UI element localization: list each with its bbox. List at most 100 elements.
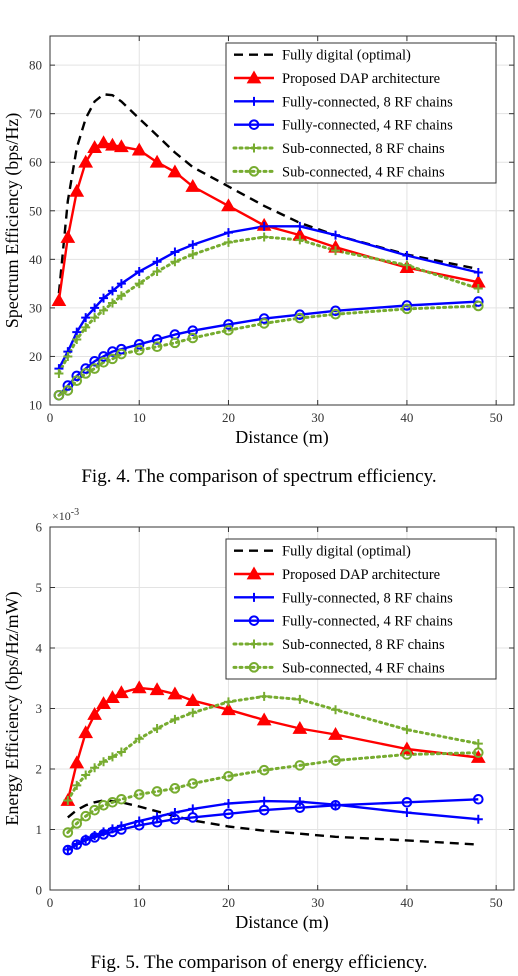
series-4-point: [152, 266, 162, 276]
y-tick-label: 60: [29, 155, 42, 170]
series-1-point: [292, 720, 308, 734]
legend-label-1: Proposed DAP architecture: [282, 71, 440, 87]
y-tick-label: 40: [29, 252, 42, 267]
series-2-point: [295, 221, 305, 231]
x-axis-label: Distance (m): [235, 427, 328, 448]
series-line-5: [57, 304, 480, 397]
legend-marker-1: [246, 566, 262, 580]
series-1-point: [167, 164, 183, 178]
y-exponent-power: -3: [71, 507, 79, 518]
series-5-point: [151, 786, 163, 797]
series-3-point: [294, 309, 306, 320]
series-1-point: [96, 135, 111, 149]
series-5-point: [223, 324, 234, 336]
series-2-point: [188, 804, 198, 814]
legend-marker-3: [248, 615, 260, 626]
series-5-point: [116, 348, 127, 360]
series-3-point: [116, 343, 127, 355]
x-axis-label: Distance (m): [235, 912, 328, 933]
x-tick-label: 50: [490, 410, 503, 425]
x-tick-label: 10: [133, 410, 146, 425]
series-4-point: [402, 725, 412, 735]
y-tick-label: 50: [29, 203, 42, 218]
legend-label-0: Fully digital (optimal): [282, 48, 411, 64]
tick-labels: 0 10 20 30 40 50 10 20 30 40 50 60 70 80: [29, 36, 514, 425]
y-tick-label: 70: [29, 106, 42, 121]
series-4-point: [331, 246, 341, 256]
series-4-point: [223, 697, 233, 707]
series-4-point: [116, 747, 126, 757]
series-4-point: [134, 279, 144, 289]
series-5-point: [62, 827, 74, 838]
series-4-point: [63, 795, 73, 805]
y-tick-label: 3: [36, 701, 43, 716]
series-5-point: [133, 789, 145, 800]
legend-box: [225, 42, 497, 184]
plot-frame: [49, 35, 515, 406]
series-4-point: [90, 763, 100, 773]
spectrum-efficiency-chart: 0 10 20 30 40 50 10 20 30 40 50 60 70 80 Distance (m) S…: [2, 35, 515, 448]
series-4-point: [81, 770, 91, 780]
series-4-point: [331, 705, 341, 715]
y-axis-label: Energy Efficiency (bps/Hz/mW): [2, 591, 23, 825]
series-line-3: [67, 798, 479, 852]
series-3-point: [62, 844, 74, 856]
series-3-point: [330, 800, 341, 811]
legend-label-4: Sub-connected, 8 RF chains: [282, 637, 445, 653]
series-2-point: [107, 286, 117, 296]
series-4-point: [170, 257, 180, 267]
series-5-point: [116, 793, 127, 805]
series-5-point: [53, 389, 65, 401]
series-5-point: [151, 341, 163, 353]
legend-label-0: Fully digital (optimal): [282, 544, 411, 560]
series-5-point: [169, 337, 181, 349]
series-4-point: [188, 249, 198, 259]
tick-labels: 0 10 20 30 40 50 0 1 2 3 4 5 6: [36, 520, 514, 910]
series-1-point: [114, 139, 129, 153]
legend-marker-1: [246, 70, 262, 84]
series-1-point: [167, 686, 183, 700]
series-5-point: [187, 778, 199, 789]
x-tick-label: 20: [222, 895, 235, 910]
series-2-point: [81, 313, 91, 323]
series-3-point: [80, 835, 91, 846]
series-1-point: [221, 198, 236, 212]
series-4-point: [63, 351, 73, 361]
figure-4-caption: Fig. 4. The comparison of spectrum effic…: [81, 466, 437, 487]
series-2-point: [152, 812, 162, 822]
legend-label-5: Sub-connected, 4 RF chains: [282, 164, 445, 180]
x-tick-label: 50: [490, 895, 503, 910]
legend: Fully digital (optimal) Proposed DAP arch…: [225, 538, 497, 680]
x-tick-label: 30: [311, 410, 324, 425]
y-exponent-label: ×10-3: [52, 507, 79, 523]
series-5-point: [98, 800, 109, 811]
series-5-point: [98, 356, 109, 368]
series-3-point: [133, 819, 145, 831]
series-1-point: [78, 725, 94, 739]
series-4-point: [295, 235, 305, 245]
series-5-point: [71, 818, 83, 829]
series-5-point: [187, 332, 199, 344]
legend-label-2: Fully-connected, 8 RF chains: [282, 590, 453, 606]
series-5-point: [107, 796, 118, 808]
marker-group: [51, 135, 486, 401]
legend-label-4: Sub-connected, 8 RF chains: [282, 141, 445, 157]
series-5-point: [62, 385, 74, 396]
y-tick-label: 20: [29, 349, 42, 364]
series-3-point: [223, 808, 234, 820]
series-1-point: [149, 154, 165, 168]
series-1-point: [105, 137, 120, 151]
series-5-point: [89, 363, 100, 374]
series-5-point: [71, 375, 83, 387]
series-4-point: [72, 334, 82, 344]
y-tick-label: 10: [29, 398, 42, 413]
series-3-point: [71, 839, 83, 850]
series-3-point: [401, 796, 413, 808]
series-1-point: [69, 755, 85, 769]
x-tick-label: 0: [47, 410, 54, 425]
series-1-point: [256, 712, 272, 726]
series-2-point: [223, 228, 233, 238]
x-tick-label: 20: [222, 410, 235, 425]
series-5-point: [107, 353, 118, 365]
series-2-point: [188, 240, 198, 250]
